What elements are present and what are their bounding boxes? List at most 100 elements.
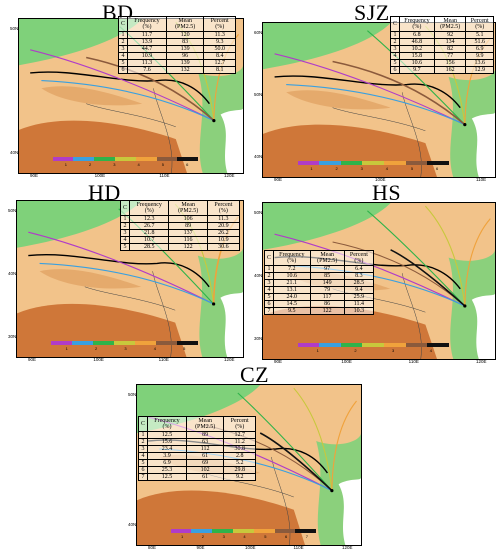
table-cell: 12.5 bbox=[147, 473, 187, 481]
table-cell: 4 bbox=[137, 452, 149, 460]
table-header-row: C Frequency (%) Mean (PM2.5) Percent (%) bbox=[263, 250, 375, 266]
colorbar-number: 6 bbox=[436, 166, 439, 171]
trajectory-cluster-7 bbox=[390, 249, 466, 307]
table-cell: 85 bbox=[309, 272, 345, 280]
table-cell: 5 bbox=[119, 243, 131, 251]
table-cell: 6 bbox=[137, 466, 149, 474]
table-cell: 61 bbox=[185, 452, 225, 460]
panel-title: HS bbox=[372, 180, 402, 205]
colorbar-number: 5 bbox=[410, 166, 414, 171]
table-header: C bbox=[263, 250, 275, 266]
table-cell: 1 bbox=[389, 31, 401, 39]
sea bbox=[220, 291, 243, 357]
table-cell: 12.7 bbox=[223, 431, 256, 439]
longitude-label: 100E bbox=[93, 357, 104, 362]
table-cell: 6.4 bbox=[343, 265, 375, 273]
latitude-label: 60N bbox=[254, 30, 263, 35]
colorbar-swatch-3 bbox=[340, 161, 363, 165]
panel-hs: HS 1 2 3 4 90E 100E 110E 120E 50N 40N 30N C Frequency… bbox=[254, 180, 496, 364]
cluster-colorbar bbox=[297, 161, 449, 165]
table-cell: 5 bbox=[389, 59, 401, 67]
colorbar-number: 2 bbox=[94, 346, 98, 351]
table-cell: 12.3 bbox=[129, 215, 170, 223]
lowland-north bbox=[263, 203, 391, 250]
colorbar-number: 6 bbox=[285, 534, 288, 539]
trajectory-cluster-6 bbox=[332, 60, 466, 126]
table-cell: 1 bbox=[117, 31, 129, 39]
table-cell: 9.4 bbox=[343, 286, 375, 294]
colorbar-swatch-2 bbox=[73, 157, 95, 161]
longitude-label: 100E bbox=[375, 177, 386, 182]
table-cell: 6.9 bbox=[465, 45, 494, 53]
longitude-label: 100E bbox=[94, 173, 106, 178]
table-row: 7 12.5 61 9.2 bbox=[137, 473, 256, 481]
longitude-label: 110E bbox=[159, 173, 170, 178]
table-row: 1 12.5 89 12.7 bbox=[137, 431, 256, 439]
table-cell: 132 bbox=[165, 66, 205, 74]
lowland-north bbox=[17, 201, 142, 248]
table-cell: 3.9 bbox=[147, 452, 187, 460]
table-header: Percent (%) bbox=[343, 250, 375, 266]
colorbar-number: 1 bbox=[316, 348, 319, 353]
table-cell: 13.9 bbox=[127, 38, 167, 46]
table-cell: 8.4 bbox=[203, 52, 236, 60]
receptor-site-marker bbox=[212, 302, 216, 306]
table-cell: 15.8 bbox=[399, 52, 435, 60]
trajectory-cluster-3 bbox=[237, 392, 333, 491]
table-cell: 4 bbox=[117, 52, 129, 60]
table-cell: 149 bbox=[309, 279, 345, 287]
colorbar-swatch-4 bbox=[232, 529, 254, 533]
colorbar-number: 3 bbox=[360, 166, 363, 171]
table-row: 5 6.9 69 5.2 bbox=[137, 459, 256, 467]
table-cell: 61 bbox=[185, 473, 225, 481]
table-cell: 30.8 bbox=[223, 445, 256, 453]
trajectory-cluster-2 bbox=[286, 84, 466, 126]
table-cell: 9.3 bbox=[203, 38, 236, 46]
table-row: 5 24.0 117 25.9 bbox=[263, 293, 375, 301]
table-cell: 6 bbox=[389, 66, 401, 74]
longitude-label: 110E bbox=[158, 357, 169, 362]
table-cell: 44.7 bbox=[127, 45, 167, 53]
colorbar-number: 4 bbox=[385, 166, 388, 171]
colorbar-number: 4 bbox=[137, 162, 140, 167]
panel-title: SJZ bbox=[354, 0, 390, 25]
table-header: Frequency (%) bbox=[273, 250, 311, 266]
table-cell: 10.9 bbox=[206, 236, 241, 244]
table-cell: 12.9 bbox=[465, 66, 494, 74]
table-row: 2 15.6 63 11.2 bbox=[137, 438, 256, 446]
colorbar-number: 2 bbox=[335, 166, 338, 171]
table-row: 3 44.7 139 50.0 bbox=[117, 45, 236, 53]
longitude-label: 90E bbox=[30, 173, 39, 178]
table-cell: 89 bbox=[185, 431, 225, 439]
latitude-label: 40N bbox=[128, 522, 137, 527]
table-cell: 2 bbox=[119, 222, 131, 230]
colorbar-swatch-7 bbox=[295, 529, 317, 533]
panel-sjz: SJZ 1 2 3 4 5 6 90E 100E 110E 60N 50N 40N C Frequency … bbox=[254, 0, 496, 182]
table-cell: 97 bbox=[309, 265, 345, 273]
table-cell: 21.1 bbox=[273, 279, 311, 287]
longitude-label: 110E bbox=[476, 177, 487, 182]
table-cell: 69 bbox=[185, 459, 225, 467]
colorbar-number: 3 bbox=[113, 162, 116, 167]
table-cell: 8.1 bbox=[203, 66, 236, 74]
latitude-label: 40N bbox=[254, 154, 263, 159]
colorbar-number: 2 bbox=[354, 348, 357, 353]
table-cell: 162 bbox=[433, 66, 467, 74]
table-cell: 9.2 bbox=[223, 473, 256, 481]
table-row: 6 14.5 86 11.4 bbox=[263, 300, 375, 308]
table-header: Frequency (%) bbox=[147, 416, 187, 432]
cluster-table: C Frequency (%) Mean (PM2.5) Percent (%) 1 12… bbox=[137, 416, 256, 481]
table-row: 2 46.8 134 51.6 bbox=[389, 38, 494, 46]
colorbar-swatch-5 bbox=[134, 341, 156, 345]
colorbar-number: 4 bbox=[429, 348, 432, 353]
colorbar-swatch-1 bbox=[297, 343, 320, 347]
trajectory-cluster-4 bbox=[293, 387, 333, 491]
colorbar-swatch-6 bbox=[405, 161, 428, 165]
colorbar-number: 5 bbox=[264, 534, 267, 539]
colorbar-number: 5 bbox=[183, 346, 186, 351]
table-row: 4 15.8 77 9.9 bbox=[389, 52, 494, 60]
trajectory-cluster-4 bbox=[424, 205, 466, 307]
table-cell: 2 bbox=[117, 38, 129, 46]
table-cell: 5 bbox=[263, 293, 275, 301]
colorbar-swatch-4 bbox=[114, 157, 136, 161]
